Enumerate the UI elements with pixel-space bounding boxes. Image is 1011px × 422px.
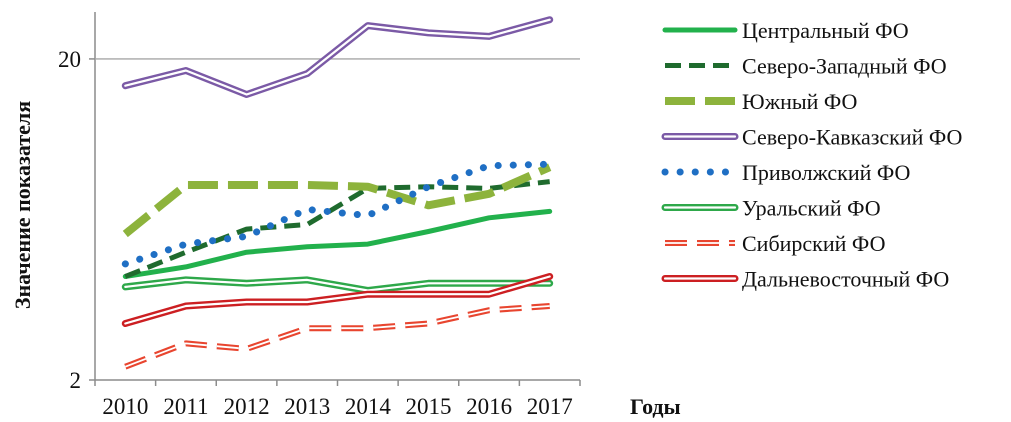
- series-layer: [121, 16, 554, 370]
- series-line-1: [122, 208, 553, 279]
- x-tick-label: 2011: [163, 394, 208, 419]
- legend-label: Северо-Западный ФО: [742, 54, 947, 79]
- x-tick-label: 2016: [466, 394, 512, 419]
- legend-item: Северо-Кавказский ФО: [661, 125, 962, 150]
- y-axis-title: Значение показателя: [10, 101, 35, 309]
- x-tick-label: 2012: [224, 394, 270, 419]
- series-line-4: [121, 16, 554, 98]
- series-line-6: [121, 276, 554, 294]
- series-line-2: [124, 179, 550, 279]
- legend-label: Центральный ФО: [742, 18, 909, 43]
- legend-item: Дальневосточный ФО: [661, 267, 949, 292]
- legend-item: Приволжский ФО: [661, 160, 910, 185]
- legend-item: Северо-Западный ФО: [665, 54, 947, 79]
- legend-label: Южный ФО: [742, 89, 857, 114]
- y-tick-label: 2: [70, 368, 82, 393]
- x-tick-label: 2014: [345, 394, 392, 419]
- x-tick-label: 2013: [284, 394, 330, 419]
- x-tick-label: 2015: [405, 394, 451, 419]
- series-line-7: [124, 303, 550, 370]
- legend-label: Сибирский ФО: [742, 231, 885, 256]
- legend-label: Уральский ФО: [742, 196, 881, 221]
- legend-item: Центральный ФО: [662, 18, 909, 43]
- x-tick-label: 2017: [527, 394, 573, 419]
- plot-area: 2 20 2010 2011 2012 2013 2014 2015 2016 2017: [58, 12, 581, 419]
- series-line-8: [121, 273, 554, 327]
- legend-label: Северо-Кавказский ФО: [742, 125, 962, 150]
- series-line-3: [122, 163, 552, 238]
- x-tick-label: 2010: [102, 394, 148, 419]
- legend-item: Южный ФО: [665, 89, 857, 114]
- legend: Центральный ФО Северо-Западный ФО Южный ФО…: [661, 18, 962, 292]
- legend-item: Сибирский ФО: [665, 231, 885, 256]
- legend-label: Дальневосточный ФО: [742, 267, 949, 292]
- y-tick-label: 20: [58, 47, 81, 72]
- legend-item: Уральский ФО: [661, 196, 881, 221]
- legend-label: Приволжский ФО: [742, 160, 910, 185]
- x-axis-title: Годы: [630, 394, 681, 419]
- series-line-5: [121, 160, 554, 268]
